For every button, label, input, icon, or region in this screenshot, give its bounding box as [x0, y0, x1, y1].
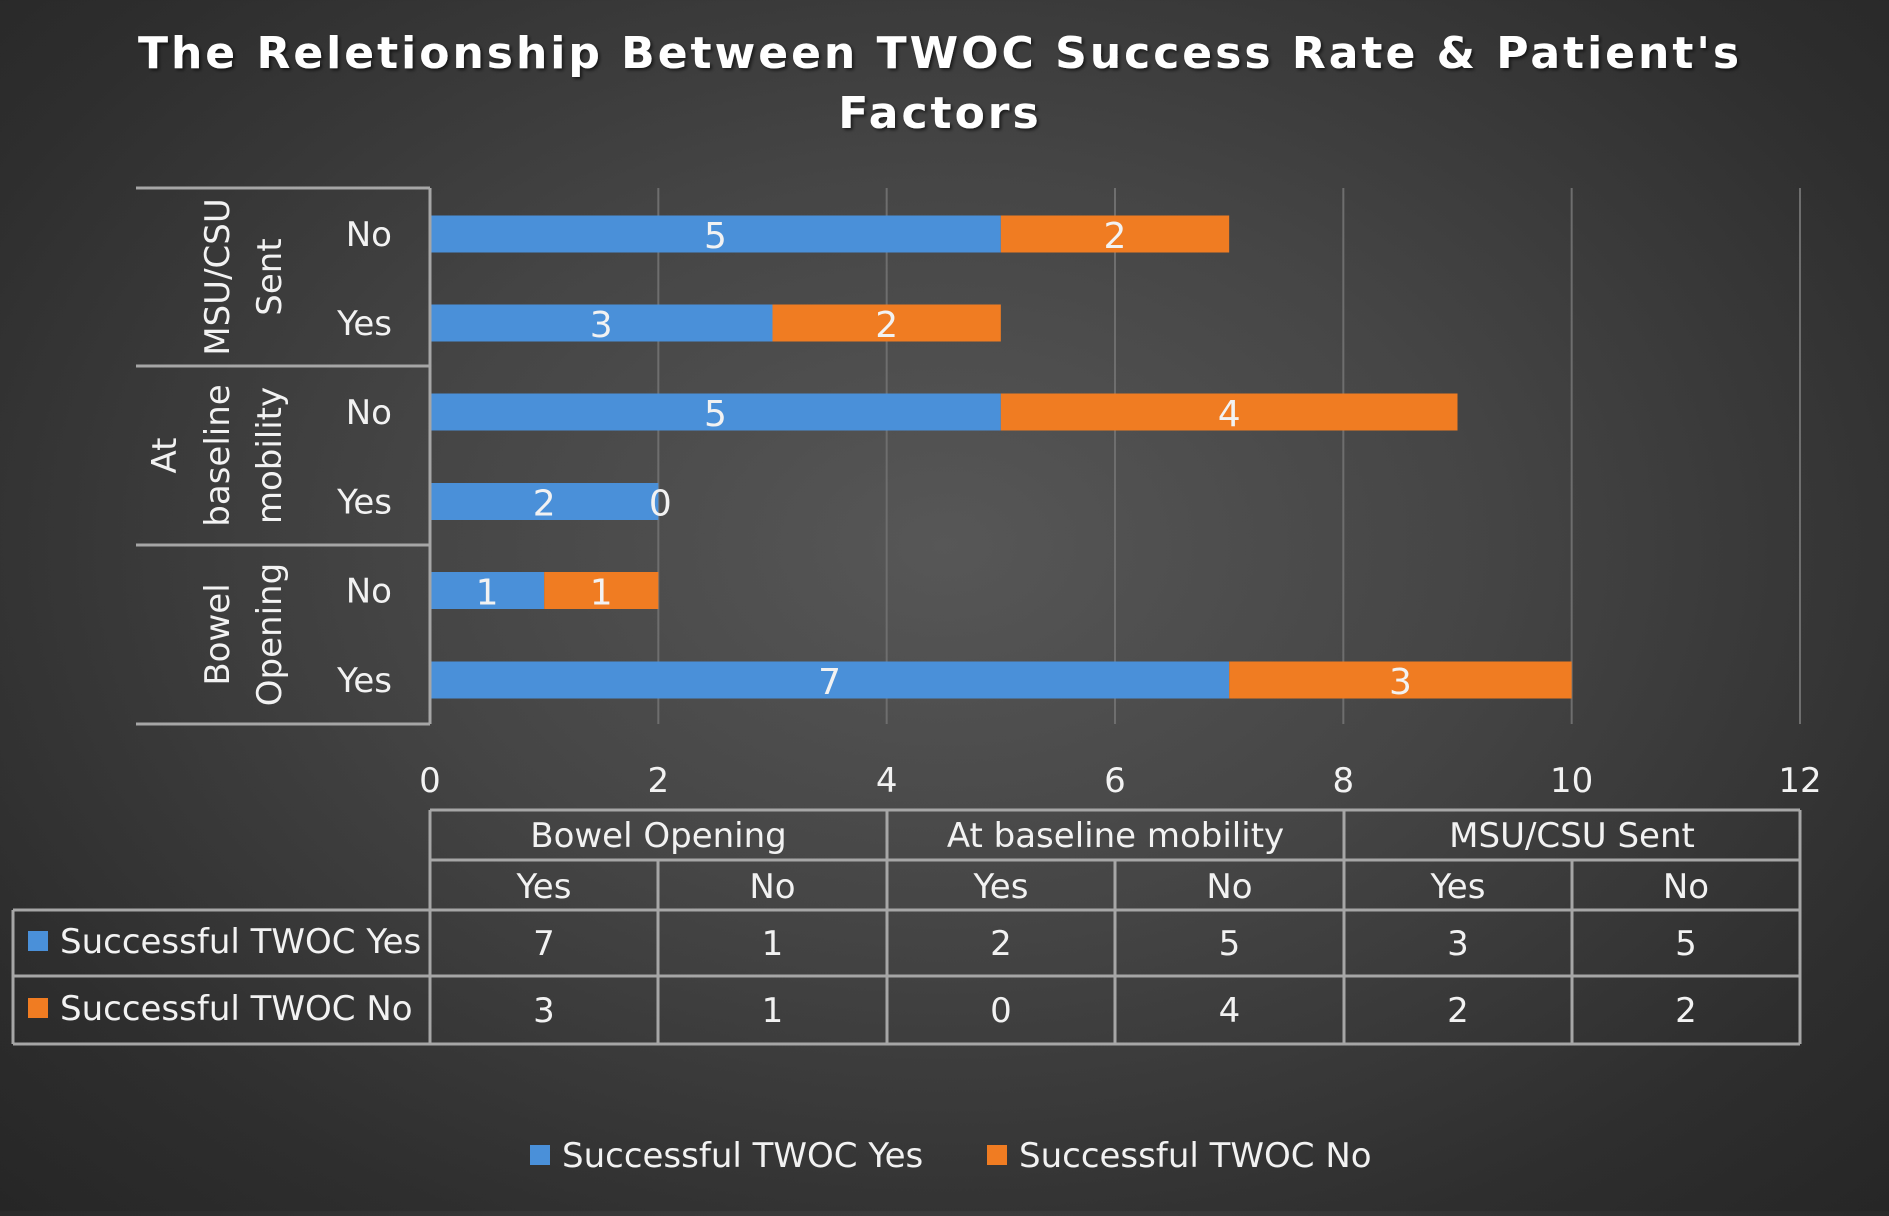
x-axis: 0 2 4 6 8 10 12	[419, 761, 1821, 801]
table-value: 5	[1675, 924, 1697, 964]
table-series-label: Successful TWOC No	[60, 989, 413, 1029]
group-label: Sent	[250, 238, 290, 315]
data-label-yes: 2	[533, 484, 556, 525]
table-group-header: At baseline mobility	[947, 816, 1284, 856]
group-label: MSU/CSU	[198, 198, 238, 355]
bar-successful-yes	[430, 661, 1230, 699]
table-value: 2	[1675, 991, 1697, 1031]
data-label-yes: 1	[476, 573, 499, 614]
data-label-no: 2	[1104, 216, 1127, 257]
bar-successful-yes	[430, 393, 1001, 431]
category-label: Yes	[336, 304, 392, 344]
group-label: At	[145, 438, 185, 474]
table-legend-key	[28, 931, 48, 951]
bar-successful-yes	[430, 304, 773, 342]
gridlines	[657, 188, 1801, 724]
data-label-no: 1	[590, 573, 613, 614]
category-axis: Yes No Bowel Opening Yes No At baseline mobility…	[136, 186, 430, 726]
x-tick-label: 10	[1550, 761, 1593, 801]
legend-label: Successful TWOC No	[1019, 1136, 1372, 1176]
chart-title: The Reletionship Between TWOC Success Ra…	[138, 28, 1742, 139]
table-value: 3	[1447, 924, 1469, 964]
table-category-header: Yes	[1430, 867, 1486, 907]
table-value: 0	[990, 991, 1012, 1031]
data-label-no: 2	[875, 305, 898, 346]
x-tick-label: 4	[876, 761, 898, 801]
data-label-no: 3	[1389, 662, 1412, 703]
x-tick-label: 12	[1778, 761, 1821, 801]
category-label: No	[346, 572, 392, 612]
legend: Successful TWOC Yes Successful TWOC No	[530, 1136, 1372, 1176]
bar-successful-no	[544, 572, 659, 609]
chart-title-line: Factors	[838, 88, 1041, 139]
bar-successful-no	[1229, 661, 1572, 699]
x-tick-label: 2	[648, 761, 670, 801]
table-group-header: Bowel Opening	[530, 816, 787, 856]
table-category-header: No	[1206, 867, 1252, 907]
group-label: baseline	[198, 384, 238, 526]
table-value: 2	[990, 924, 1012, 964]
table-series-label: Successful TWOC Yes	[60, 922, 421, 962]
bar-successful-no	[1000, 393, 1458, 431]
group-label: Bowel	[198, 583, 238, 685]
category-label: Yes	[336, 661, 392, 701]
table-value: 1	[762, 991, 784, 1031]
bar-successful-no	[1000, 215, 1230, 253]
bars: 7 3 1 1 2 0 5 4 3 2 5 2	[430, 215, 1572, 703]
bar-successful-yes	[430, 483, 659, 520]
data-label-yes: 3	[590, 305, 613, 346]
data-label-no: 4	[1218, 394, 1241, 435]
category-label: No	[346, 215, 392, 255]
data-label-yes: 5	[704, 216, 727, 257]
data-label-no: 0	[649, 484, 672, 525]
table-category-header: No	[749, 867, 795, 907]
table-legend-key	[28, 998, 48, 1018]
group-label: mobility	[250, 387, 290, 524]
bar-successful-no	[772, 304, 1001, 342]
table-group-header: MSU/CSU Sent	[1449, 816, 1695, 856]
data-table: Bowel Opening Yes No At baseline mobility Ye…	[11, 808, 1802, 1046]
bar-successful-yes	[430, 215, 1001, 253]
table-value: 4	[1219, 991, 1241, 1031]
legend-swatch	[530, 1145, 550, 1165]
table-category-header: Yes	[516, 867, 572, 907]
x-tick-label: 0	[419, 761, 441, 801]
table-value: 7	[533, 924, 555, 964]
group-label: Opening	[250, 563, 290, 706]
chart-title-line: The Reletionship Between TWOC Success Ra…	[138, 28, 1742, 79]
legend-swatch	[987, 1145, 1007, 1165]
legend-label: Successful TWOC Yes	[562, 1136, 923, 1176]
x-tick-label: 6	[1104, 761, 1126, 801]
table-value: 1	[762, 924, 784, 964]
bar-successful-yes	[430, 572, 545, 609]
table-value: 2	[1447, 991, 1469, 1031]
category-label: No	[346, 393, 392, 433]
table-category-header: No	[1663, 867, 1709, 907]
data-label-yes: 5	[704, 394, 727, 435]
data-label-yes: 7	[818, 662, 841, 703]
table-category-header: Yes	[973, 867, 1029, 907]
table-value: 5	[1219, 924, 1241, 964]
category-label: Yes	[336, 483, 392, 523]
x-tick-label: 8	[1333, 761, 1355, 801]
table-value: 3	[533, 991, 555, 1031]
